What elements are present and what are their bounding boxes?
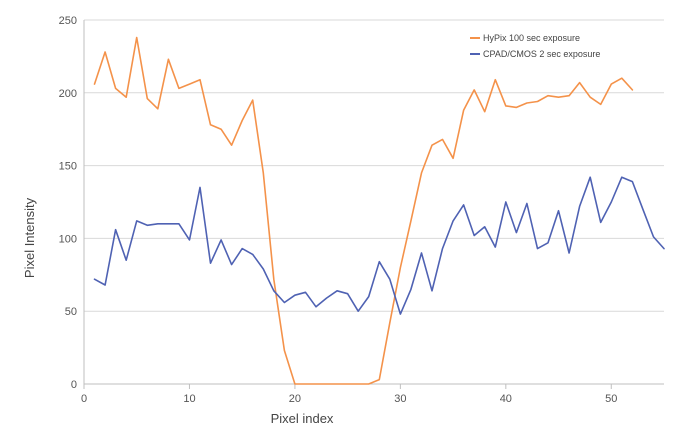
y-tick-label: 250 [59,15,77,27]
y-tick-label: 50 [65,306,77,318]
y-tick-label: 150 [59,161,77,173]
x-tick-label: 20 [289,393,301,405]
legend-entry: CPAD/CMOS 2 sec exposure [483,49,600,59]
x-tick-label: 10 [183,393,195,405]
x-tick-label: 40 [500,393,512,405]
y-tick-labels: 0 50 100 150 200 250 [59,15,77,391]
legend-entry: HyPix 100 sec exposure [483,33,580,43]
x-axis-title: Pixel index [271,411,334,426]
series-line-1 [93,36,634,385]
series-lines [93,36,665,385]
series-line-2 [93,176,665,315]
axes [83,20,664,389]
x-tick-labels: 0 10 20 30 40 50 [81,393,617,405]
y-axis-title: Pixel Intensity [22,197,37,278]
x-tick-label: 0 [81,393,87,405]
x-tick-label: 50 [605,393,617,405]
grid-lines [84,19,664,312]
y-tick-label: 0 [71,379,77,391]
y-tick-label: 200 [59,88,77,100]
y-tick-label: 100 [59,233,77,245]
legend: HyPix 100 sec exposure CPAD/CMOS 2 sec ex… [470,33,600,59]
x-tick-label: 30 [394,393,406,405]
